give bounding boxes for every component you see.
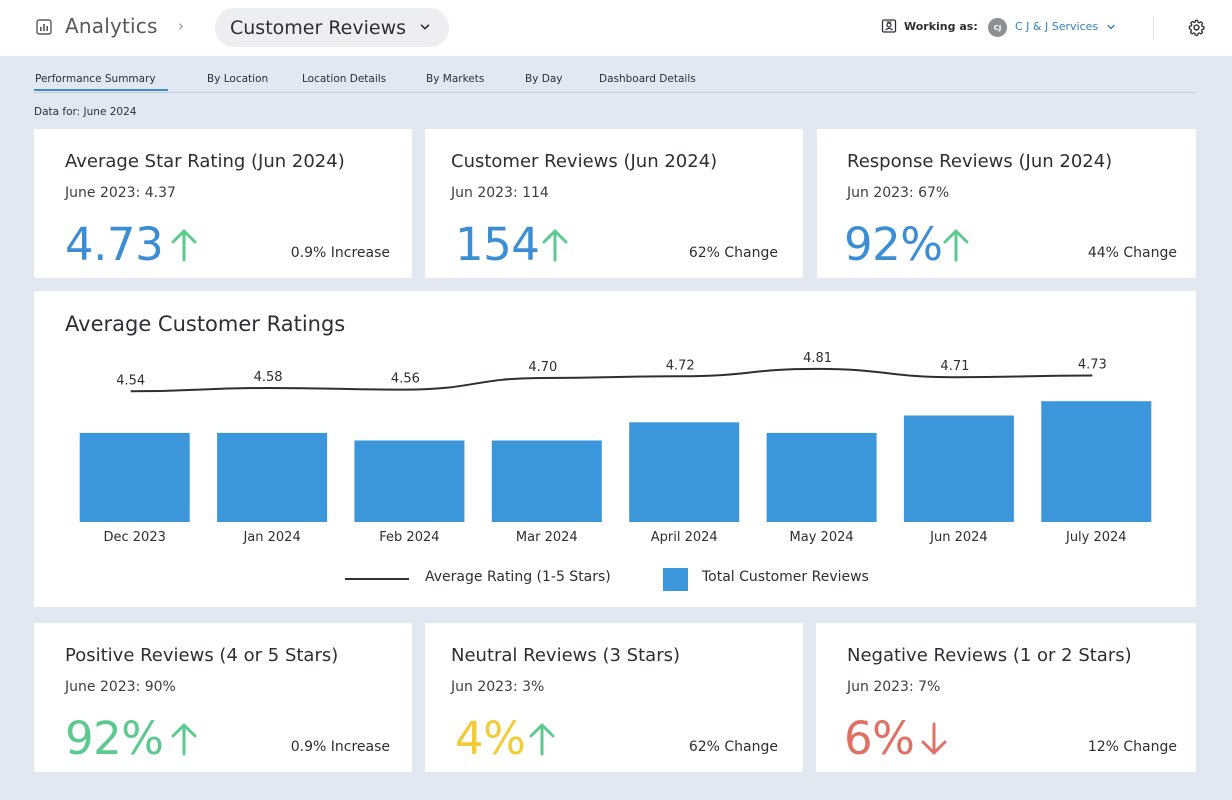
avatar[interactable]: CJ <box>988 18 1007 37</box>
working-as-label: Working as: <box>904 19 978 33</box>
tab-by-day[interactable]: By Day <box>525 73 563 85</box>
card-change: 12% Change <box>1087 739 1177 755</box>
card-value: 6% <box>844 712 915 765</box>
legend-label-average-rating: Average Rating (1-5 Stars) <box>425 569 611 585</box>
account-selector[interactable]: C J & J Services <box>1015 20 1099 33</box>
card-change: 62% Change <box>688 739 778 755</box>
rating-data-label: 4.81 <box>803 351 832 366</box>
rating-data-label: 4.58 <box>254 370 283 385</box>
tab-performance-summary[interactable]: Performance Summary <box>35 73 156 85</box>
bar-chart-icon <box>36 19 52 35</box>
negative-reviews-card: Negative Reviews (1 or 2 Stars) Jun 2023… <box>816 623 1196 772</box>
rating-data-label: 4.70 <box>528 360 557 375</box>
badge-icon <box>881 19 897 33</box>
bar-dec-2023[interactable] <box>79 432 190 522</box>
bar-april-2024[interactable] <box>629 422 740 522</box>
chart-canvas: Dec 2023 Jan 2024 Feb 2024 Mar 2024 April 20… <box>79 351 1152 545</box>
tab-dashboard-details[interactable]: Dashboard Details <box>599 73 696 85</box>
card-change: 62% Change <box>688 245 778 261</box>
bar-mar-2024[interactable] <box>491 440 602 523</box>
arrow-down-icon <box>921 722 947 755</box>
x-axis-label: April 2024 <box>651 530 718 545</box>
chevron-down-icon[interactable] <box>1106 22 1116 32</box>
card-title: Customer Reviews (Jun 2024) <box>451 151 718 172</box>
app-title[interactable]: Analytics <box>65 14 158 38</box>
page-select-label: Customer Reviews <box>230 16 407 39</box>
tab-by-markets[interactable]: By Markets <box>426 73 485 85</box>
card-title: Negative Reviews (1 or 2 Stars) <box>847 645 1132 666</box>
rating-data-label: 4.72 <box>666 358 695 373</box>
breadcrumb-separator: › <box>178 17 184 35</box>
legend-label-total-reviews: Total Customer Reviews <box>702 569 869 585</box>
card-previous-value: Jun 2023: 67% <box>847 185 950 201</box>
positive-reviews-card: Positive Reviews (4 or 5 Stars) June 202… <box>34 623 412 772</box>
arrow-up-icon <box>542 229 568 262</box>
gear-icon[interactable] <box>1188 19 1205 36</box>
response-reviews-card: Response Reviews (Jun 2024) Jun 2023: 67… <box>817 129 1196 278</box>
card-value: 92% <box>844 218 943 271</box>
card-title: Neutral Reviews (3 Stars) <box>451 645 680 666</box>
card-title: Response Reviews (Jun 2024) <box>847 151 1113 172</box>
card-title: Positive Reviews (4 or 5 Stars) <box>65 645 339 666</box>
card-value: 4.73 <box>65 218 164 271</box>
average-customer-ratings-chart: Average Customer Ratings Dec 2023 Jan 202… <box>34 291 1196 607</box>
chart-legend: Average Rating (1-5 Stars) Total Custome… <box>34 567 1196 591</box>
page-select-dropdown[interactable]: Customer Reviews <box>215 8 449 47</box>
bar-jun-2024[interactable] <box>903 415 1014 523</box>
card-title: Average Star Rating (Jun 2024) <box>65 151 345 172</box>
x-axis-label: Dec 2023 <box>104 530 166 545</box>
top-bar: Analytics › Customer Reviews Working as:… <box>0 0 1232 56</box>
card-change: 0.9% Increase <box>290 739 390 755</box>
active-tab-indicator <box>34 89 168 91</box>
card-previous-value: June 2023: 4.37 <box>65 185 176 201</box>
arrow-up-icon <box>529 723 555 756</box>
x-axis-label: Mar 2024 <box>516 530 578 545</box>
legend-bar-swatch <box>663 568 688 591</box>
tab-bar: Performance Summary By Location Location… <box>34 70 1196 93</box>
arrow-up-icon <box>171 723 197 756</box>
rating-data-label: 4.71 <box>940 359 969 374</box>
arrow-up-icon <box>171 229 197 262</box>
card-previous-value: Jun 2023: 114 <box>451 185 549 201</box>
average-star-rating-card: Average Star Rating (Jun 2024) June 2023… <box>34 129 412 278</box>
rating-data-label: 4.56 <box>391 372 420 387</box>
neutral-reviews-card: Neutral Reviews (3 Stars) Jun 2023: 3% 4… <box>425 623 803 772</box>
card-previous-value: Jun 2023: 3% <box>451 679 545 695</box>
arrow-up-icon <box>943 229 969 262</box>
tab-location-details[interactable]: Location Details <box>302 73 387 85</box>
customer-reviews-card: Customer Reviews (Jun 2024) Jun 2023: 11… <box>425 129 803 278</box>
divider <box>1153 16 1154 40</box>
card-change: 0.9% Increase <box>290 245 390 261</box>
working-as: Working as: <box>881 18 978 34</box>
tab-by-location[interactable]: By Location <box>207 73 269 85</box>
x-axis-label: Jun 2024 <box>929 530 988 545</box>
bar-feb-2024[interactable] <box>354 440 465 523</box>
x-axis-label: Jan 2024 <box>242 530 300 545</box>
rating-data-label: 4.54 <box>116 373 145 388</box>
average-rating-line <box>130 367 1093 393</box>
card-previous-value: Jun 2023: 7% <box>847 679 941 695</box>
chevron-down-icon <box>420 24 430 30</box>
card-previous-value: June 2023: 90% <box>65 679 176 695</box>
x-axis-label: May 2024 <box>790 530 854 545</box>
x-axis-label: Feb 2024 <box>379 530 439 545</box>
card-value: 4% <box>455 712 526 765</box>
x-axis-label: July 2024 <box>1065 530 1127 545</box>
data-period-label: Data for: June 2024 <box>34 106 137 118</box>
legend-line-marker <box>345 578 409 580</box>
chart-title: Average Customer Ratings <box>65 312 346 336</box>
bar-jan-2024[interactable] <box>217 432 328 522</box>
bar-july-2024[interactable] <box>1041 401 1152 522</box>
card-value: 154 <box>455 218 540 271</box>
bar-may-2024[interactable] <box>766 432 877 522</box>
card-change: 44% Change <box>1087 245 1177 261</box>
card-value: 92% <box>65 712 164 765</box>
rating-data-label: 4.73 <box>1078 358 1107 373</box>
